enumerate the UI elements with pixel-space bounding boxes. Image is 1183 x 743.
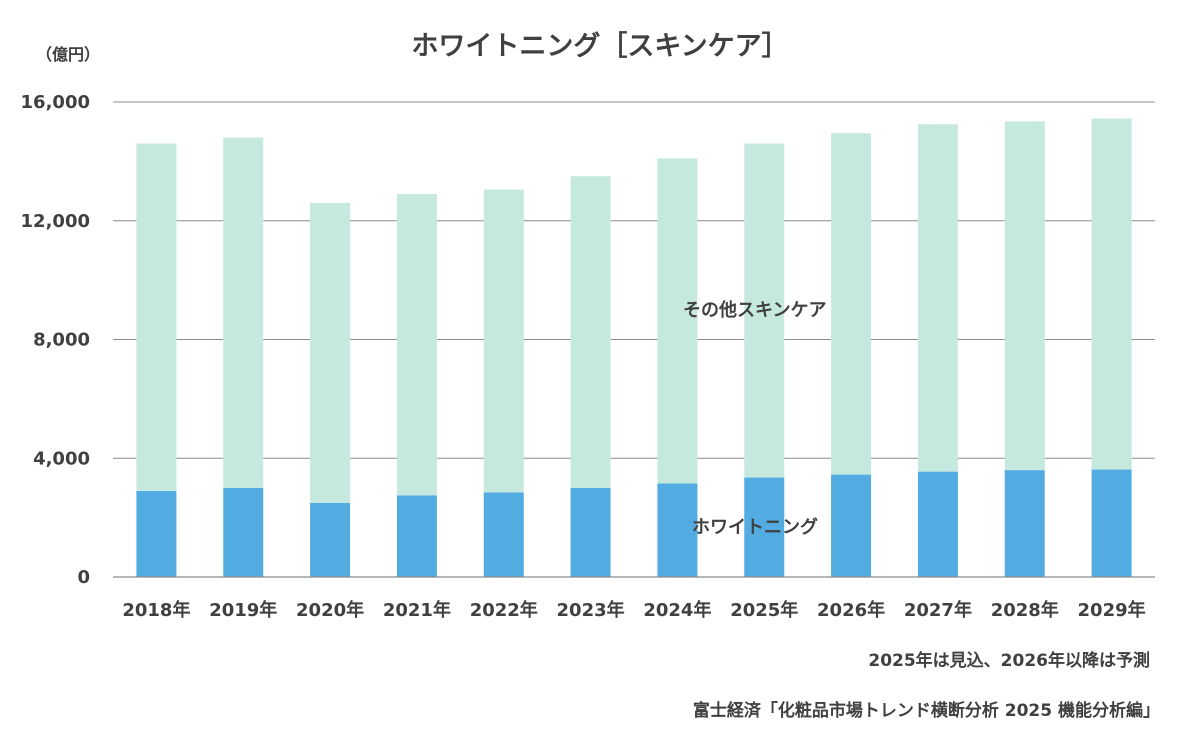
bar-other-skincare — [223, 137, 264, 488]
x-tick-label: 2021年 — [383, 599, 451, 621]
y-tick-label: 8,000 — [33, 330, 90, 351]
x-tick-label: 2022年 — [470, 599, 538, 621]
bar-other-skincare — [831, 133, 872, 475]
gridlines — [113, 101, 1155, 459]
y-axis-unit-label: （億円） — [36, 45, 100, 64]
bar-whitening — [1091, 469, 1132, 577]
y-tick-label: 12,000 — [21, 211, 90, 232]
bar-whitening — [483, 492, 524, 577]
bar-other-skincare — [917, 124, 958, 472]
bar-whitening — [831, 474, 872, 577]
bar-other-skincare — [396, 194, 437, 496]
bar-whitening — [657, 483, 698, 577]
x-tick-label: 2024年 — [643, 599, 711, 621]
x-tick-label: 2019年 — [209, 599, 277, 621]
bar-whitening — [570, 487, 611, 577]
y-tick-label: 0 — [77, 567, 90, 588]
bar-other-skincare — [657, 158, 698, 484]
x-axis-tick-labels: 2018年 2019年 2020年 2021年 2022年 2023年 2024年 2025年… — [122, 599, 1145, 621]
bar-whitening — [917, 471, 958, 577]
x-tick-label: 2028年 — [991, 599, 1059, 621]
series-label-other-skincare: その他スキンケア — [683, 299, 826, 321]
bar-other-skincare — [1091, 118, 1132, 470]
y-tick-label: 16,000 — [21, 92, 90, 113]
bars — [136, 118, 1132, 577]
series-label-whitening: ホワイトニング — [692, 516, 818, 538]
bar-whitening — [310, 502, 351, 577]
y-tick-label: 4,000 — [33, 448, 90, 469]
bar-other-skincare — [1004, 121, 1045, 471]
x-tick-label: 2018年 — [122, 599, 190, 621]
source-note: 富士経済「化粧品市場トレンド横断分析 2025 機能分析編」 — [693, 700, 1160, 721]
bar-other-skincare — [136, 143, 177, 491]
forecast-note: 2025年は見込、2026年以降は予測 — [868, 650, 1150, 671]
bar-other-skincare — [310, 202, 351, 503]
x-tick-label: 2027年 — [904, 599, 972, 621]
x-tick-label: 2020年 — [296, 599, 364, 621]
x-tick-label: 2029年 — [1078, 599, 1146, 621]
bar-other-skincare — [744, 143, 785, 478]
bar-whitening — [396, 495, 437, 577]
bar-whitening — [136, 490, 177, 577]
bar-other-skincare — [483, 189, 524, 493]
bar-whitening — [744, 477, 785, 577]
x-tick-label: 2026年 — [817, 599, 885, 621]
x-tick-label: 2025年 — [730, 599, 798, 621]
x-tick-label: 2023年 — [557, 599, 625, 621]
bar-whitening — [1004, 470, 1045, 577]
chart-title: ホワイトニング［スキンケア］ — [411, 30, 788, 62]
bar-whitening — [223, 487, 264, 577]
y-axis-tick-labels: 0 4,000 8,000 12,000 16,000 — [21, 92, 90, 588]
bar-other-skincare — [570, 176, 611, 488]
